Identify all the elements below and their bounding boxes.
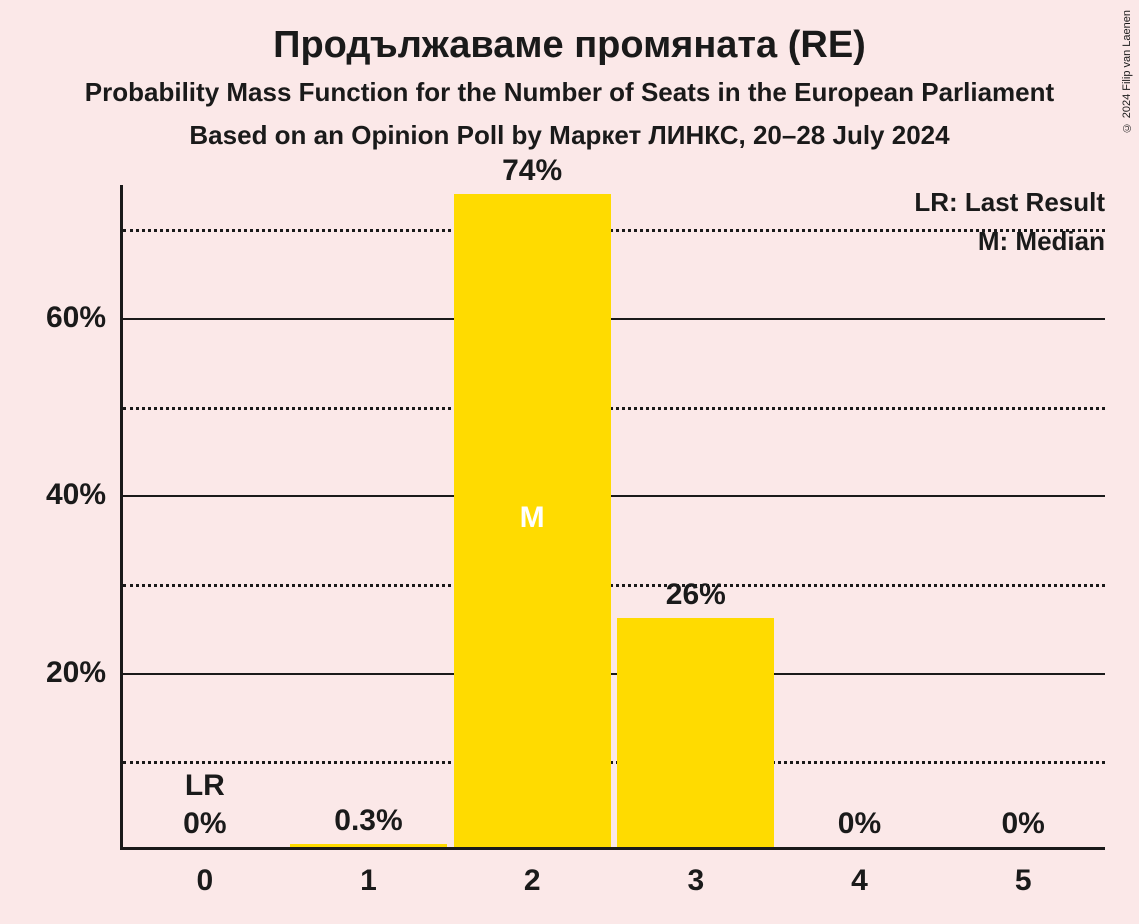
x-tick-label: 5 (1015, 864, 1032, 898)
bar-slot: 0% LR (126, 185, 283, 847)
legend-lr: LR: Last Result (914, 187, 1105, 218)
bar (617, 618, 774, 847)
bar-slot: 0% (781, 185, 938, 847)
y-tick-label: 20% (46, 656, 106, 690)
chart-subtitle-2: Based on an Opinion Poll by Маркет ЛИНКС… (0, 108, 1139, 151)
legend-m: M: Median (914, 226, 1105, 257)
bar-slot: 0.3% (290, 185, 447, 847)
bar-value-label: 0% (838, 807, 881, 841)
x-tick-label: 4 (851, 864, 868, 898)
bar-value-label: 0.3% (334, 804, 402, 838)
x-tick-label: 0 (196, 864, 213, 898)
bar-value-label: 74% (502, 154, 562, 188)
x-axis (120, 847, 1105, 850)
bar-slot: 26% (617, 185, 774, 847)
chart-subtitle-1: Probability Mass Function for the Number… (0, 67, 1139, 108)
y-tick-label: 40% (46, 478, 106, 512)
bar-value-label: 26% (666, 578, 726, 612)
x-tick-label: 3 (687, 864, 704, 898)
bar-annotation: LR (185, 769, 225, 803)
x-tick-label: 2 (524, 864, 541, 898)
copyright-text: © 2024 Filip van Laenen (1121, 10, 1133, 133)
bar-slot: 74%M (454, 185, 611, 847)
bar-value-label: 0% (1001, 807, 1044, 841)
x-tick-label: 1 (360, 864, 377, 898)
bar-value-label: 0% (183, 807, 226, 841)
bar (290, 844, 447, 847)
chart-plot-area: 20%40%60% 0%LR0.3%74%M26%0%0% LR: Last R… (120, 185, 1105, 850)
bar-annotation: M (520, 501, 545, 535)
bars-container: 0% LR 0.3% 74%M 26% 0% 0% (123, 185, 1105, 847)
chart-title: Продължаваме промяната (RE) (0, 0, 1139, 67)
y-tick-label: 60% (46, 301, 106, 335)
bar-slot: 0% (945, 185, 1102, 847)
chart-legend: LR: Last Result M: Median (914, 187, 1105, 265)
